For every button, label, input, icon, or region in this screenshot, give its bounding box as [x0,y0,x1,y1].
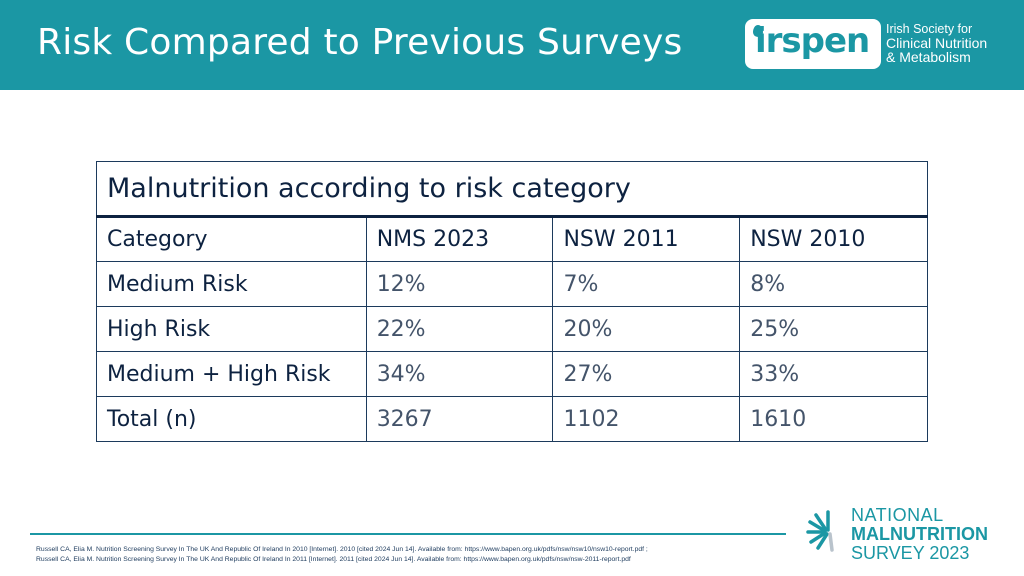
irspen-wordmark: irspen [755,21,870,61]
droplet-icon [753,25,763,37]
survey-logo: NATIONAL MALNUTRITION SURVEY 2023 [806,506,1016,570]
reference-item: Russell CA, Elia M. Nutrition Screening … [36,556,631,563]
survey-logo-line-3: SURVEY 2023 [851,543,970,563]
table-cell: 22% [365,306,554,352]
references: Russell CA, Elia M. Nutrition Screening … [36,545,796,565]
table-cell: 1610 [739,396,928,442]
table-cell: 27% [552,351,741,397]
table-cell: 1102 [552,396,741,442]
reference-item: Russell CA, Elia M. Nutrition Screening … [36,546,648,553]
column-header: NSW 2011 [552,216,741,262]
table-cell: 33% [739,351,928,397]
table-cell: 3267 [365,396,554,442]
table-row: Total (n) 3267 1102 1610 [96,396,928,442]
table-row: Medium + High Risk 34% 27% 33% [96,351,928,397]
irspen-logo-text: Irish Society for Clinical Nutrition & M… [886,22,987,64]
row-label: Medium Risk [96,261,367,307]
survey-logo-line-1: NATIONAL [851,505,944,525]
survey-logo-line-2: MALNUTRITION [851,524,988,544]
table-caption: Malnutrition according to risk category [96,161,928,218]
table-row: High Risk 22% 20% 25% [96,306,928,352]
slide-title: Risk Compared to Previous Surveys [37,22,683,63]
table-cell: 8% [739,261,928,307]
logo-line-3: & Metabolism [886,49,971,65]
footer-divider [30,533,786,535]
table-cell: 12% [365,261,554,307]
title-bar: Risk Compared to Previous Surveys irspen… [0,0,1024,90]
irspen-logo-mark: irspen [745,19,881,69]
table-cell: 7% [552,261,741,307]
table-cell: 34% [365,351,554,397]
risk-table: Malnutrition according to risk category … [96,161,928,442]
logo-line-1: Irish Society for [886,22,973,36]
column-header: Category [96,216,367,262]
row-label: Total (n) [96,396,367,442]
row-label: Medium + High Risk [96,351,367,397]
table-cell: 20% [552,306,741,352]
table-row: Medium Risk 12% 7% 8% [96,261,928,307]
survey-logo-text: NATIONAL MALNUTRITION SURVEY 2023 [851,506,988,563]
row-label: High Risk [96,306,367,352]
logo-line-2: Clinical Nutrition [886,35,988,51]
sunburst-icon [806,510,834,552]
column-header: NMS 2023 [365,216,554,262]
column-header: NSW 2010 [739,216,928,262]
irspen-logo: irspen Irish Society for Clinical Nutrit… [745,19,995,73]
table-header-row: Category NMS 2023 NSW 2011 NSW 2010 [96,216,928,262]
table-caption-row: Malnutrition according to risk category [96,161,928,218]
table-cell: 25% [739,306,928,352]
